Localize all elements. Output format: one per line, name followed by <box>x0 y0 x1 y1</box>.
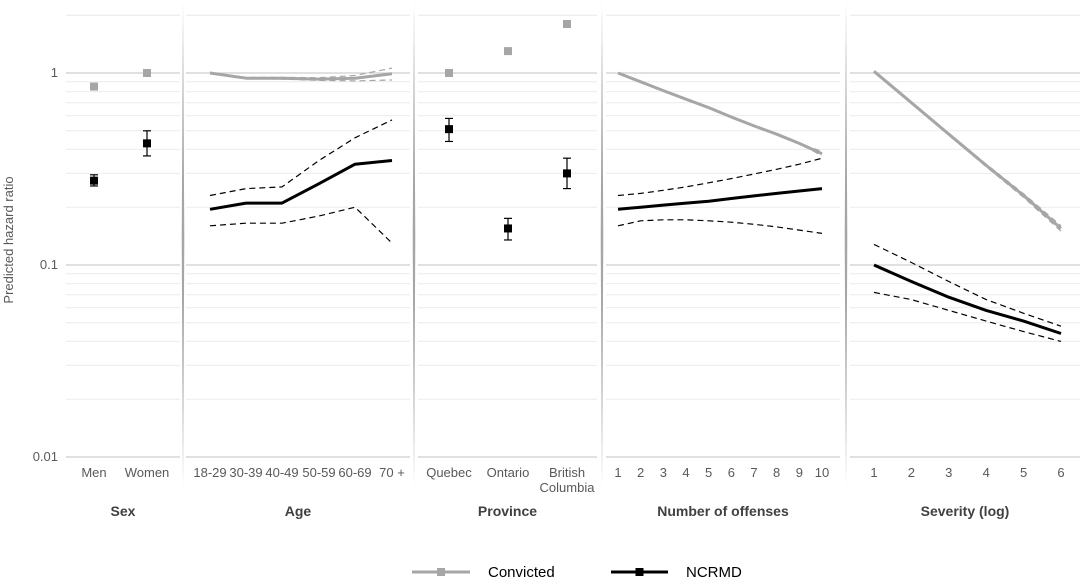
x-tick-label: 3 <box>945 465 952 480</box>
ncrmd-ci-upper-line <box>873 243 1062 327</box>
panel-grid-1 <box>66 14 180 458</box>
y-tick-label: 0.01 <box>33 449 58 464</box>
grid-layer <box>66 14 1080 458</box>
panel-3 <box>445 19 571 241</box>
x-tick-label: 70 + <box>379 465 405 480</box>
y-axis-label: Predicted hazard ratio <box>1 176 16 303</box>
x-tick-label: 30-39 <box>229 465 262 480</box>
panel-title: Number of offenses <box>657 503 789 519</box>
panel-separator-4 <box>844 2 848 488</box>
legend-label-convicted: Convicted <box>488 564 555 581</box>
legend-marker-ncrmd <box>635 568 644 576</box>
x-tick-label: 6 <box>728 465 735 480</box>
convicted-line <box>209 71 393 81</box>
x-tick-label: 8 <box>773 465 780 480</box>
x-tick-label: 60-69 <box>338 465 371 480</box>
x-tick-label: 1 <box>870 465 877 480</box>
ncrmd-line <box>209 159 393 211</box>
x-tick-label: 7 <box>750 465 757 480</box>
x-tick-label: Ontario <box>487 465 530 480</box>
x-tick-label: 10 <box>815 465 829 480</box>
x-tick-label: 1 <box>614 465 621 480</box>
convicted-point <box>445 69 453 77</box>
panel-title: Province <box>478 503 537 519</box>
x-tick-label: 9 <box>796 465 803 480</box>
x-tick-label: Women <box>125 465 170 480</box>
panel-separators <box>181 2 848 488</box>
legend-label-ncrmd: NCRMD <box>686 564 742 581</box>
ncrmd-point <box>143 139 151 148</box>
convicted-point <box>563 19 571 28</box>
panel-grid-5 <box>850 14 1080 458</box>
panel-title: Sex <box>111 503 136 519</box>
convicted-line <box>873 70 1062 230</box>
x-tick-label: 4 <box>682 465 689 480</box>
ncrmd-line <box>873 263 1062 335</box>
x-tick-label: British <box>549 465 585 480</box>
text-layer: Predicted hazard ratio 0.01 0.1 1 Sex Men Wom… <box>1 65 1065 519</box>
x-tick-label: Columbia <box>540 480 596 495</box>
convicted-point <box>143 69 151 77</box>
convicted-point <box>504 47 512 56</box>
ncrmd-ci-lower-line <box>873 291 1062 342</box>
legend-marker-convicted <box>437 568 445 576</box>
panel-title: Severity (log) <box>921 503 1010 519</box>
ncrmd-ci-upper-line <box>209 119 393 197</box>
y-tick-label: 0.1 <box>40 257 58 272</box>
ncrmd-line <box>617 187 823 211</box>
x-tick-label: 2 <box>637 465 644 480</box>
panel-4 <box>617 71 823 234</box>
panel-separator-3 <box>600 2 604 488</box>
x-tick-label: 50-59 <box>302 465 335 480</box>
y-tick-label: 1 <box>51 65 58 80</box>
ncrmd-point <box>445 125 453 134</box>
panel-grid-2 <box>186 14 410 458</box>
ncrmd-ci-lower-line <box>617 219 823 234</box>
ncrmd-ci-lower-line <box>209 206 393 244</box>
panel-separator-1 <box>181 2 185 488</box>
ncrmd-point <box>563 169 571 178</box>
legend: Convicted NCRMD <box>412 564 742 581</box>
panel-grid-4 <box>606 14 840 458</box>
panel-2 <box>209 67 393 244</box>
x-tick-label: 2 <box>908 465 915 480</box>
panel-separator-2 <box>412 2 416 488</box>
data-layer <box>90 19 1062 342</box>
x-tick-label: 5 <box>1020 465 1027 480</box>
ncrmd-point <box>504 224 512 233</box>
x-tick-label: 4 <box>983 465 990 480</box>
x-tick-label: 40-49 <box>265 465 298 480</box>
x-tick-label: 3 <box>660 465 667 480</box>
ncrmd-ci-upper-line <box>617 157 823 197</box>
x-tick-label: 18-29 <box>193 465 226 480</box>
ncrmd-point <box>90 176 98 185</box>
panel-5 <box>873 70 1062 342</box>
convicted-point <box>90 82 98 91</box>
x-tick-label: 6 <box>1057 465 1064 480</box>
x-tick-label: 5 <box>705 465 712 480</box>
panel-title: Age <box>285 503 312 519</box>
convicted-line <box>617 71 823 156</box>
x-tick-label: Quebec <box>426 465 472 480</box>
x-tick-label: Men <box>81 465 106 480</box>
panel-1 <box>90 69 151 187</box>
